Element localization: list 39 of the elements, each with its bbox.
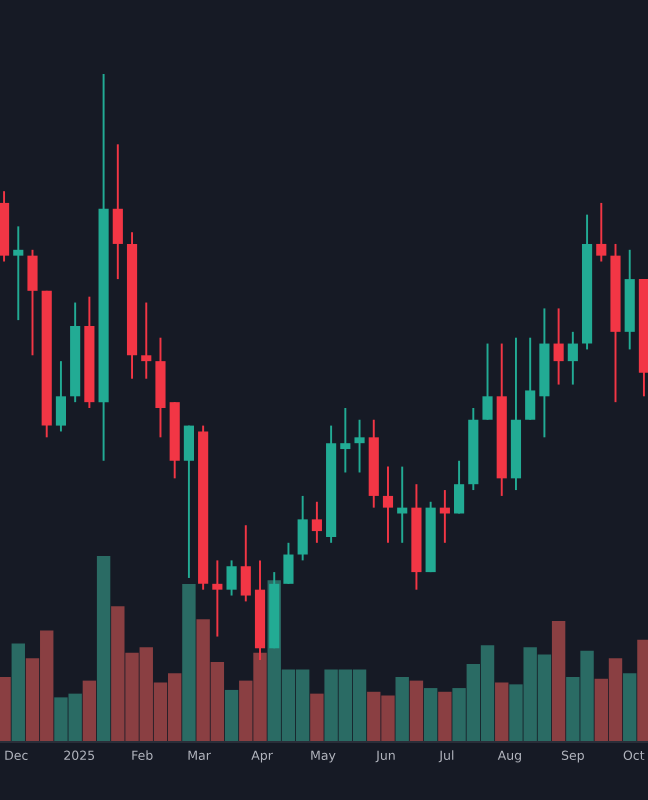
- candlestick: [311, 500, 322, 544]
- candlestick: [297, 494, 308, 562]
- bar: [182, 583, 196, 742]
- candlestick: [27, 248, 38, 357]
- bar: [438, 691, 452, 742]
- bar: [224, 689, 239, 742]
- bar: [551, 621, 566, 742]
- candlestick: [553, 307, 564, 386]
- bar: [423, 688, 438, 742]
- candlestick: [525, 336, 536, 421]
- bar: [409, 680, 424, 742]
- bar: [82, 680, 97, 742]
- bar: [495, 682, 509, 742]
- candlestick: [454, 459, 465, 515]
- candlestick: [439, 489, 450, 544]
- candlestick: [55, 360, 67, 433]
- candlestick: [283, 541, 294, 585]
- candlestick: [397, 465, 408, 544]
- bar: [96, 556, 111, 742]
- candlestick: [226, 559, 237, 597]
- candlestick: [112, 143, 123, 281]
- candlestick: [354, 418, 365, 474]
- candlestick: [567, 330, 578, 386]
- candlestick: [212, 559, 223, 638]
- bar: [310, 693, 324, 742]
- candlestick: [596, 201, 607, 263]
- candlestick: [340, 407, 351, 474]
- candlestick: [382, 465, 394, 544]
- bar: [395, 676, 409, 742]
- candlestick: [240, 524, 251, 603]
- bar: [0, 676, 11, 742]
- bar: [623, 673, 637, 742]
- bar: [11, 643, 25, 742]
- candlestick: [141, 301, 152, 380]
- candlestick: [155, 336, 166, 439]
- bar: [637, 639, 648, 742]
- candlestick: [13, 225, 24, 322]
- candlestick: [482, 342, 493, 421]
- candlestick: [183, 424, 194, 579]
